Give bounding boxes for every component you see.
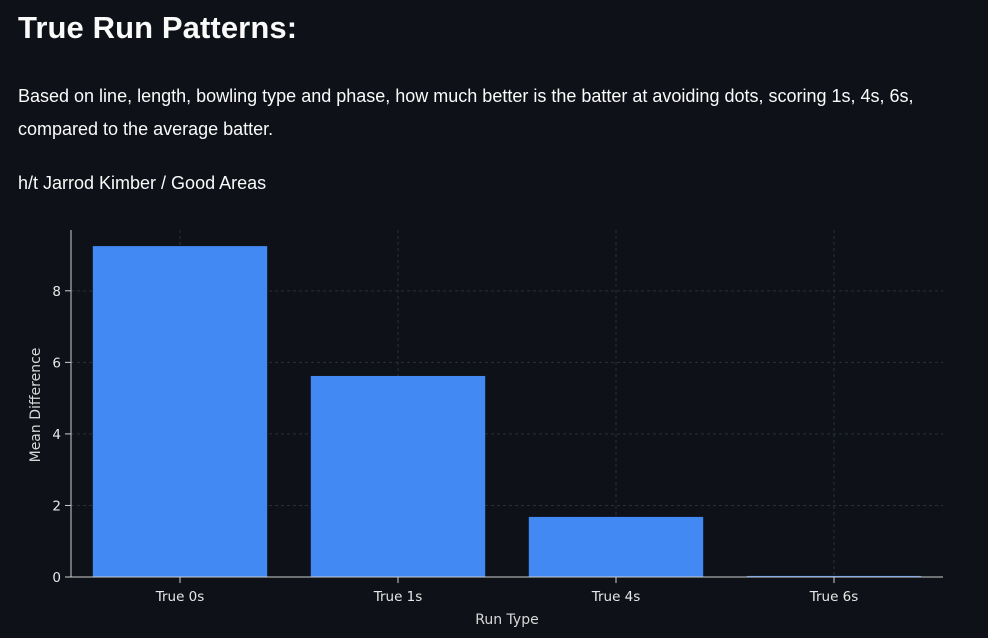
page-title: True Run Patterns: <box>18 10 298 45</box>
x-tick-label: True 1s <box>373 589 423 605</box>
bar-true-6s <box>746 575 922 577</box>
x-tick-label: True 0s <box>155 589 205 605</box>
bar-true-1s <box>310 375 486 577</box>
y-axis-title: Mean Difference <box>28 348 44 463</box>
y-tick-label: 6 <box>52 355 61 371</box>
axis-layer: 0 2 4 6 8 True 0s True 1s True 4s True 6s <box>52 230 943 605</box>
bar-chart: 0 2 4 6 8 True 0s True 1s True 4s True 6s Run Ty… <box>28 230 943 628</box>
x-tick-label: True 6s <box>809 589 859 605</box>
y-tick-label: 4 <box>52 427 61 443</box>
credit-text: h/t Jarrod Kimber / Good Areas <box>18 173 267 193</box>
x-tick-label: True 4s <box>591 589 641 605</box>
y-tick-label: 2 <box>52 498 61 514</box>
chart-description: Based on line, length, bowling type and … <box>18 86 914 139</box>
bar-layer <box>92 246 922 577</box>
y-tick-label: 0 <box>52 570 61 586</box>
y-tick-label: 8 <box>52 284 61 300</box>
bar-true-4s <box>528 516 704 577</box>
x-axis-title: Run Type <box>475 612 538 628</box>
bar-true-0s <box>92 246 268 577</box>
